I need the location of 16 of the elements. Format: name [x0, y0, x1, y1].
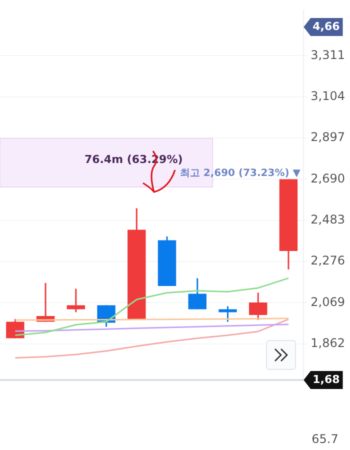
- candlestick: [188, 277, 206, 310]
- text: 65.7: [312, 432, 338, 446]
- candlestick: [218, 305, 237, 322]
- y-tick-label: 2,483: [310, 212, 346, 226]
- annotation: 최고 2,690 (73.23%) ▼: [180, 168, 301, 179]
- candlestick: [66, 288, 86, 313]
- y-tick-label: 2,690: [310, 171, 346, 186]
- y-tick-label: 1,862: [310, 336, 346, 350]
- y-tick-label: 3,104: [310, 89, 346, 104]
- y-tick-label: 2,897: [310, 130, 346, 144]
- y-tick-label: 3,311: [310, 48, 346, 62]
- candlestick: [248, 292, 268, 321]
- y-tick-label: 2,069: [310, 294, 346, 309]
- text: 1,68: [312, 372, 340, 386]
- y-tick-label: 2,276: [310, 254, 346, 268]
- text: 4,66: [312, 20, 340, 33]
